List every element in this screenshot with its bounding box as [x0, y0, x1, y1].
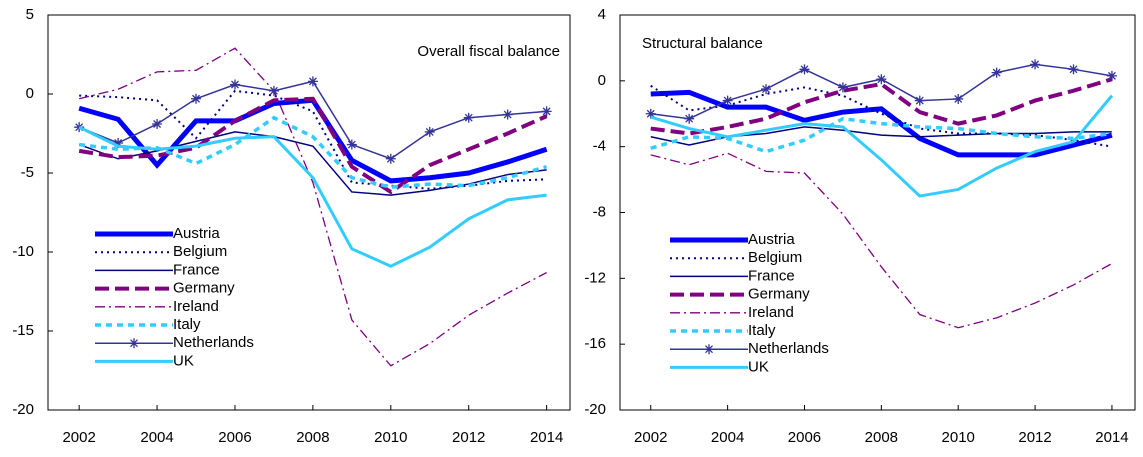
series-line	[78, 115, 548, 189]
y-tick-label: -15	[12, 322, 34, 339]
x-tick-label: 2008	[865, 429, 898, 446]
point-marker	[191, 93, 202, 104]
point-marker	[229, 79, 240, 90]
point-marker	[722, 95, 733, 106]
point-marker	[1030, 59, 1041, 70]
series-line	[78, 96, 548, 195]
legend-label: Germany	[748, 286, 810, 303]
x-tick-label: 2004	[140, 429, 173, 446]
x-tick-label: 2012	[1018, 429, 1051, 446]
y-tick-label: 4	[598, 6, 606, 23]
y-tick-label: -12	[584, 269, 606, 286]
legend-label: Belgium	[748, 249, 802, 266]
legend-label: Netherlands	[748, 340, 829, 357]
x-tick-label: 2012	[452, 429, 485, 446]
legend-label: Austria	[748, 231, 795, 248]
x-tick-label: 2010	[942, 429, 975, 446]
point-marker	[1068, 64, 1079, 75]
series-line	[78, 97, 548, 184]
point-marker	[991, 67, 1002, 78]
x-tick-label: 2004	[711, 429, 744, 446]
legend-label: Ireland	[173, 298, 219, 315]
x-tick-label: 2002	[634, 429, 667, 446]
plot-frame	[619, 14, 1136, 411]
y-tick-label: -16	[584, 335, 606, 352]
y-tick-label: 5	[26, 6, 34, 23]
point-marker	[113, 137, 124, 148]
y-tick-label: -4	[593, 138, 606, 155]
point-marker	[268, 85, 279, 96]
series-line	[650, 94, 1114, 198]
legend-label: France	[748, 267, 795, 284]
series-line	[79, 47, 547, 367]
series-line	[78, 125, 547, 268]
x-tick-label: 2006	[218, 429, 251, 446]
point-marker	[307, 76, 318, 87]
point-marker	[541, 106, 552, 117]
legend-label: Italy	[748, 322, 776, 339]
x-tick-label: 2002	[62, 429, 95, 446]
chart-title: Structural balance	[642, 35, 763, 52]
point-marker	[953, 93, 964, 104]
y-tick-label: -10	[12, 243, 34, 260]
legend-marker	[704, 344, 714, 355]
series-line	[650, 89, 1113, 158]
point-marker	[876, 74, 887, 85]
point-marker	[424, 126, 435, 137]
y-tick-label: -20	[12, 401, 34, 418]
legend-label: Belgium	[173, 243, 227, 260]
legend-label: Germany	[173, 280, 235, 297]
legend-label: UK	[748, 358, 769, 375]
point-marker	[914, 95, 925, 106]
series-line	[650, 152, 1113, 329]
series-line	[650, 77, 1113, 136]
x-tick-label: 2010	[374, 429, 407, 446]
point-marker	[684, 113, 695, 124]
series-line	[79, 89, 547, 190]
point-marker	[463, 112, 474, 123]
legend-label: France	[173, 261, 220, 278]
point-marker	[645, 108, 656, 119]
y-tick-label: -5	[21, 164, 34, 181]
legend-label: Austria	[173, 225, 220, 242]
legend-label: Italy	[173, 316, 201, 333]
y-tick-label: -20	[584, 401, 606, 418]
point-marker	[837, 82, 848, 93]
legend-label: UK	[173, 352, 194, 369]
x-tick-label: 2014	[530, 429, 563, 446]
point-marker	[346, 139, 357, 150]
point-marker	[152, 119, 163, 130]
point-marker	[502, 109, 513, 120]
y-tick-label: 0	[26, 85, 34, 102]
series-line	[650, 116, 1113, 154]
point-marker	[799, 64, 810, 75]
point-marker	[1106, 70, 1117, 81]
point-marker	[74, 122, 85, 133]
legend-label: Ireland	[748, 304, 794, 321]
plot-frame	[47, 14, 571, 411]
y-tick-label: -8	[593, 203, 606, 220]
legend-label: Netherlands	[173, 334, 254, 351]
x-tick-label: 2006	[788, 429, 821, 446]
x-tick-label: 2014	[1095, 429, 1128, 446]
point-marker	[385, 153, 396, 164]
point-marker	[761, 84, 772, 95]
x-tick-label: 2008	[296, 429, 329, 446]
chart-title: Overall fiscal balance	[417, 43, 560, 60]
y-tick-label: 0	[598, 72, 606, 89]
legend-marker	[129, 338, 139, 349]
